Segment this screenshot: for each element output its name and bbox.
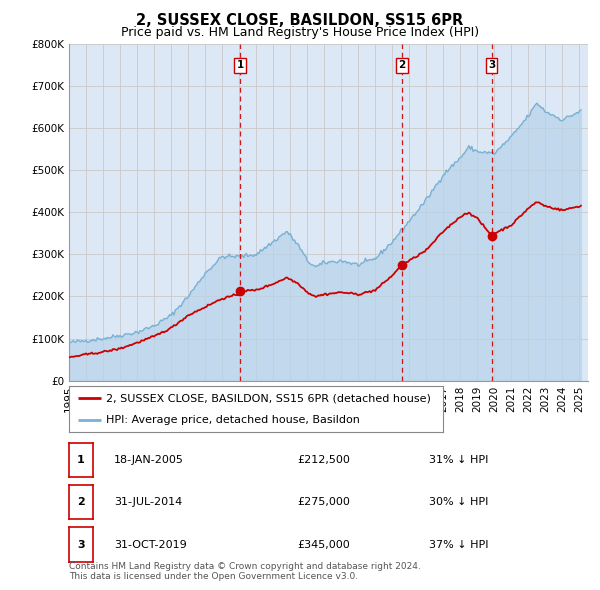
Text: Price paid vs. HM Land Registry's House Price Index (HPI): Price paid vs. HM Land Registry's House … (121, 26, 479, 39)
Text: 2, SUSSEX CLOSE, BASILDON, SS15 6PR (detached house): 2, SUSSEX CLOSE, BASILDON, SS15 6PR (det… (106, 394, 431, 404)
Text: 3: 3 (77, 540, 85, 549)
Text: HPI: Average price, detached house, Basildon: HPI: Average price, detached house, Basi… (106, 415, 360, 425)
Text: 18-JAN-2005: 18-JAN-2005 (114, 455, 184, 464)
Text: 31-JUL-2014: 31-JUL-2014 (114, 497, 182, 507)
Text: 1: 1 (236, 60, 244, 70)
Text: £345,000: £345,000 (297, 540, 350, 549)
Text: 1: 1 (77, 455, 85, 464)
Text: 3: 3 (488, 60, 495, 70)
Text: 37% ↓ HPI: 37% ↓ HPI (429, 540, 488, 549)
Text: Contains HM Land Registry data © Crown copyright and database right 2024.
This d: Contains HM Land Registry data © Crown c… (69, 562, 421, 581)
Text: 30% ↓ HPI: 30% ↓ HPI (429, 497, 488, 507)
Text: £275,000: £275,000 (297, 497, 350, 507)
Text: 31-OCT-2019: 31-OCT-2019 (114, 540, 187, 549)
Text: £212,500: £212,500 (297, 455, 350, 464)
Text: 2, SUSSEX CLOSE, BASILDON, SS15 6PR: 2, SUSSEX CLOSE, BASILDON, SS15 6PR (136, 13, 464, 28)
Text: 2: 2 (77, 497, 85, 507)
Text: 31% ↓ HPI: 31% ↓ HPI (429, 455, 488, 464)
Text: 2: 2 (398, 60, 406, 70)
